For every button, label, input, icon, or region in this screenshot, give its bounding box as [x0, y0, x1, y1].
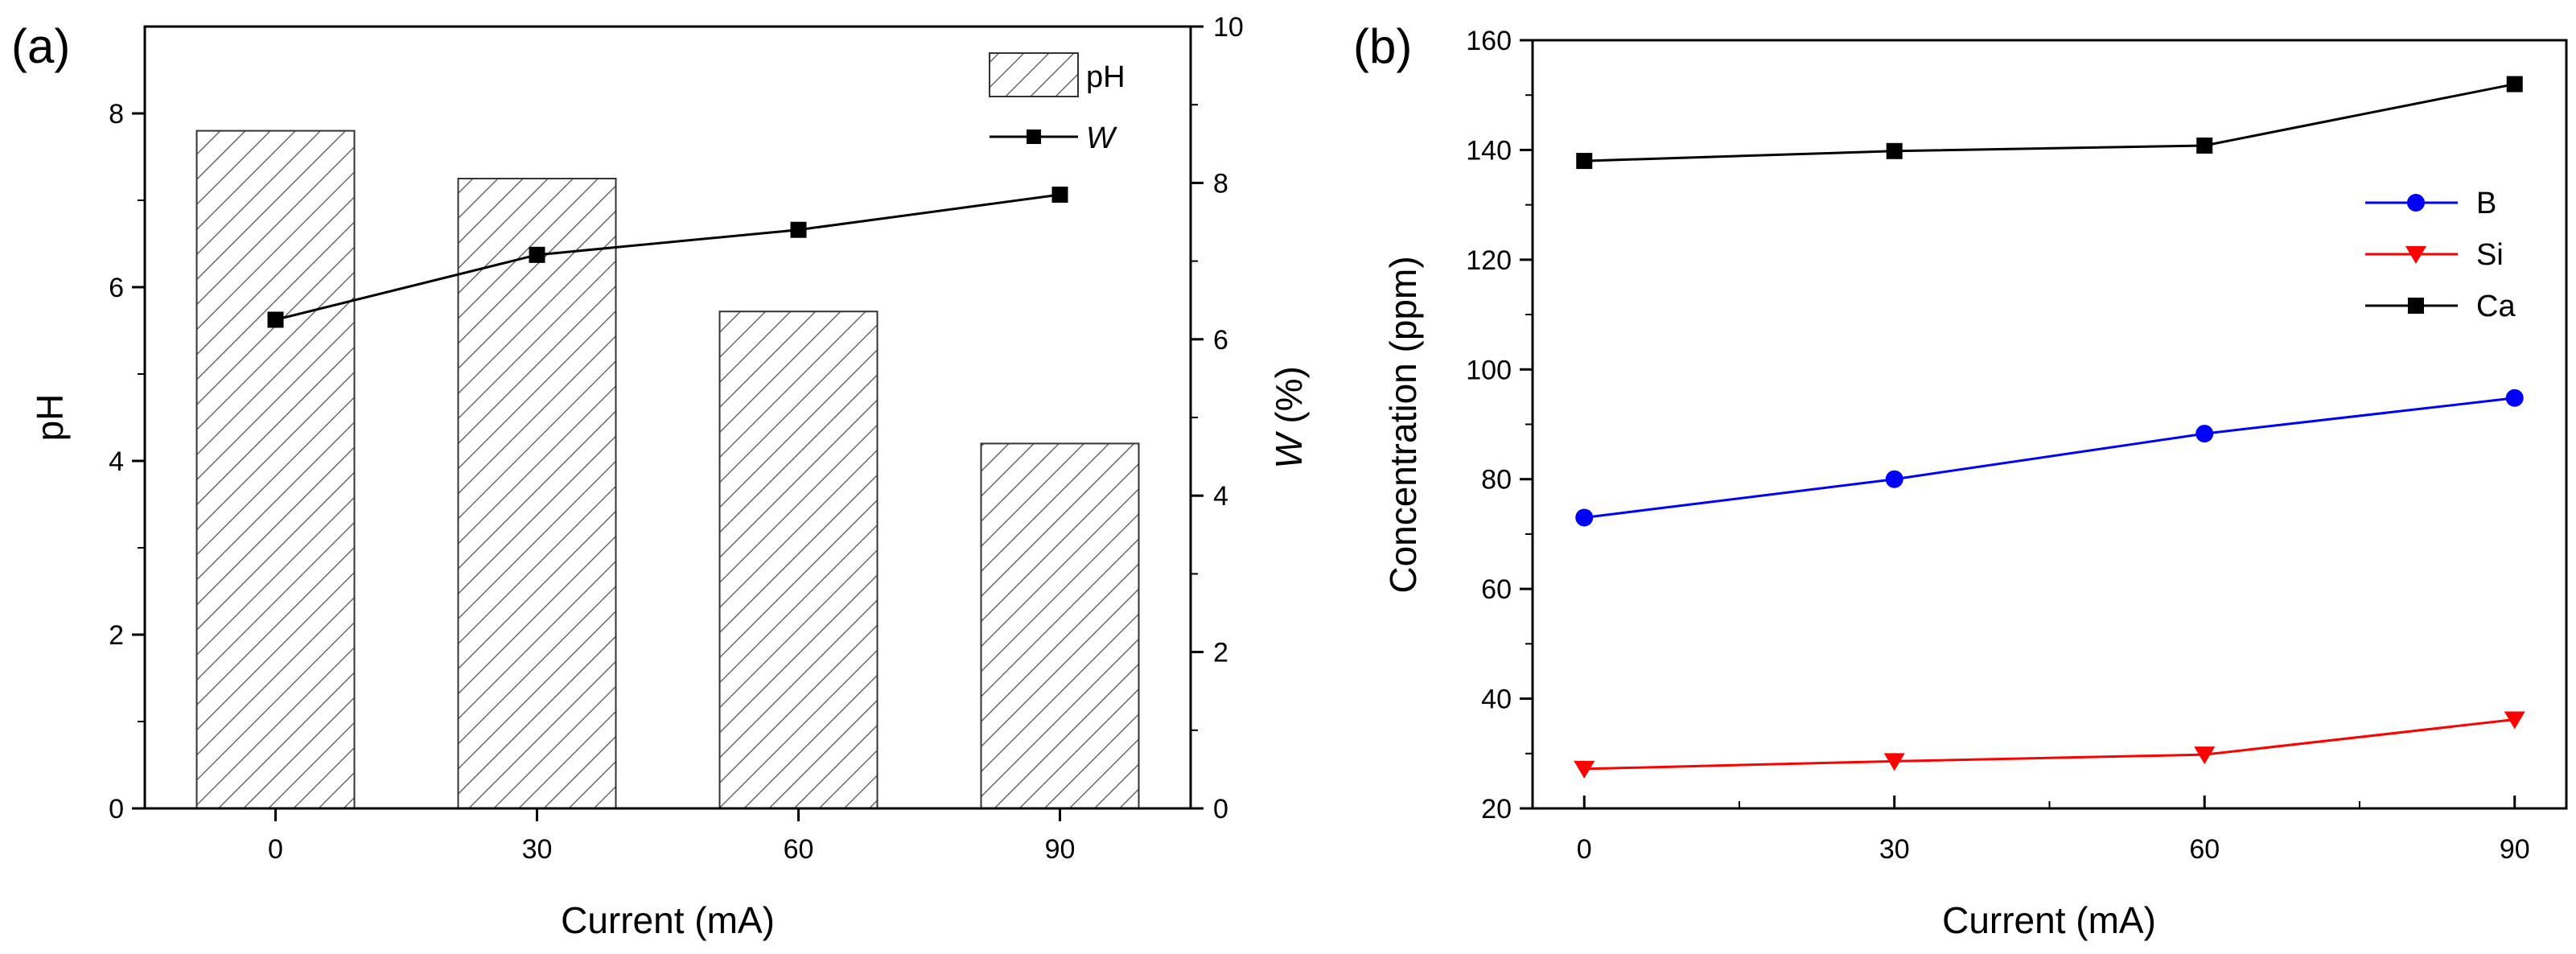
a-x-tick-label-90: 90 — [1045, 834, 1076, 865]
b-y-tick-label-100: 100 — [1466, 355, 1512, 385]
b-point-Ca-0 — [1576, 153, 1593, 170]
b-series-line-Ca — [1584, 83, 2516, 162]
a-bar-ph-90 — [980, 442, 1140, 810]
a-x-tick-label-30: 30 — [522, 834, 553, 865]
panel-b-label: (b) — [1353, 19, 1412, 73]
b-x-axis-title: Current (mA) — [1942, 899, 2156, 941]
b-point-Si-90 — [2504, 711, 2525, 730]
a-x-axis: 0 30 60 90 — [268, 808, 1075, 865]
b-point-Si-60 — [2194, 746, 2216, 765]
b-point-B-30 — [1885, 470, 1903, 488]
a-y2-axis-title-unit: (%) — [1268, 366, 1310, 434]
a-x-tick-label-60: 60 — [784, 834, 814, 865]
a-y2-tick-label-6: 6 — [1213, 325, 1228, 356]
b-y-tick-label-40: 40 — [1481, 685, 1512, 715]
a-w-point-0 — [267, 311, 284, 328]
a-w-point-30 — [529, 246, 545, 263]
b-legend-label-Si: Si — [2476, 238, 2504, 272]
b-point-Si-0 — [1574, 760, 1595, 779]
b-point-Si-30 — [1883, 753, 1905, 771]
b-legend-marker-B — [2407, 194, 2425, 212]
a-legend: pH W — [989, 52, 1125, 155]
a-y2-tick-label-8: 8 — [1213, 168, 1228, 199]
a-y-tick-label-6: 6 — [109, 273, 124, 303]
b-x-tick-label-90: 90 — [2500, 834, 2530, 865]
b-y-tick-label-120: 120 — [1466, 245, 1512, 276]
b-legend-marker-Ca — [2408, 298, 2424, 314]
b-point-Ca-60 — [2196, 137, 2213, 154]
a-w-series-line — [275, 193, 1060, 321]
b-legend-label-B: B — [2476, 187, 2496, 220]
a-y2-axis-title-var: W — [1268, 430, 1310, 469]
a-x-axis-title: Current (mA) — [561, 899, 775, 941]
a-y-axis-right: 0 2 4 6 8 10 — [1191, 12, 1244, 824]
a-y2-tick-label-2: 2 — [1213, 638, 1228, 668]
a-y-axis-title: pH — [29, 394, 71, 442]
a-y-tick-label-8: 8 — [109, 99, 124, 130]
b-point-B-60 — [2195, 425, 2214, 443]
b-series-line-Si — [1584, 718, 2515, 771]
b-y-tick-label-80: 80 — [1481, 465, 1512, 496]
b-x-axis: 0 30 60 90 — [1577, 796, 2530, 865]
a-w-line — [267, 186, 1068, 328]
a-bar-ph-30 — [457, 178, 617, 809]
b-point-Ca-90 — [2506, 76, 2523, 93]
a-y-tick-label-2: 2 — [109, 620, 124, 651]
a-y2-tick-label-10: 10 — [1213, 12, 1244, 43]
a-bar-ph-60 — [718, 310, 879, 809]
a-y-tick-label-4: 4 — [109, 446, 124, 477]
b-y-axis-title: Concentration (ppm) — [1382, 256, 1424, 593]
panel-a: (a) 0 30 60 90 0 2 4 6 8 0 2 4 6 8 10 Current (mA) p… — [11, 12, 1310, 941]
b-y-tick-label-160: 160 — [1466, 26, 1512, 56]
a-legend-label-ph: pH — [1086, 60, 1125, 94]
a-legend-marker-w — [1027, 130, 1041, 144]
panel-b: (b) 0 30 60 90 20 40 60 80 100 120 140 160 Current… — [1353, 19, 2568, 941]
a-w-point-90 — [1051, 186, 1068, 203]
a-x-tick-label-0: 0 — [268, 834, 283, 865]
a-y-tick-label-0: 0 — [109, 794, 124, 824]
b-x-tick-label-0: 0 — [1577, 834, 1592, 865]
a-legend-swatch-ph — [989, 52, 1079, 97]
b-plot-frame — [1531, 39, 2568, 810]
b-x-tick-label-60: 60 — [2189, 834, 2220, 865]
b-legend: B Si Ca — [2365, 187, 2516, 323]
a-bars — [195, 130, 1140, 810]
b-series-lines — [1574, 76, 2525, 779]
b-y-tick-label-20: 20 — [1481, 794, 1512, 824]
b-y-tick-label-60: 60 — [1481, 574, 1512, 605]
a-bar-ph-0 — [195, 130, 356, 810]
b-legend-label-Ca: Ca — [2476, 290, 2516, 323]
b-y-axis: 20 40 60 80 100 120 140 160 — [1466, 26, 1533, 824]
a-y2-tick-label-0: 0 — [1213, 794, 1228, 824]
a-w-point-60 — [790, 221, 807, 238]
b-point-Ca-30 — [1886, 142, 1903, 159]
a-y-axis-left: 0 2 4 6 8 — [109, 99, 145, 824]
a-y2-tick-label-4: 4 — [1213, 481, 1228, 512]
a-y2-axis-title: W (%) — [1268, 366, 1310, 469]
b-point-B-90 — [2505, 389, 2524, 407]
panel-a-label: (a) — [11, 19, 70, 73]
b-legend-marker-Si — [2405, 246, 2426, 264]
b-series-line-B — [1584, 397, 2515, 519]
b-point-B-0 — [1575, 508, 1594, 527]
b-x-tick-label-30: 30 — [1879, 834, 1910, 865]
b-y-tick-label-140: 140 — [1466, 135, 1512, 166]
a-legend-label-w: W — [1086, 121, 1117, 155]
